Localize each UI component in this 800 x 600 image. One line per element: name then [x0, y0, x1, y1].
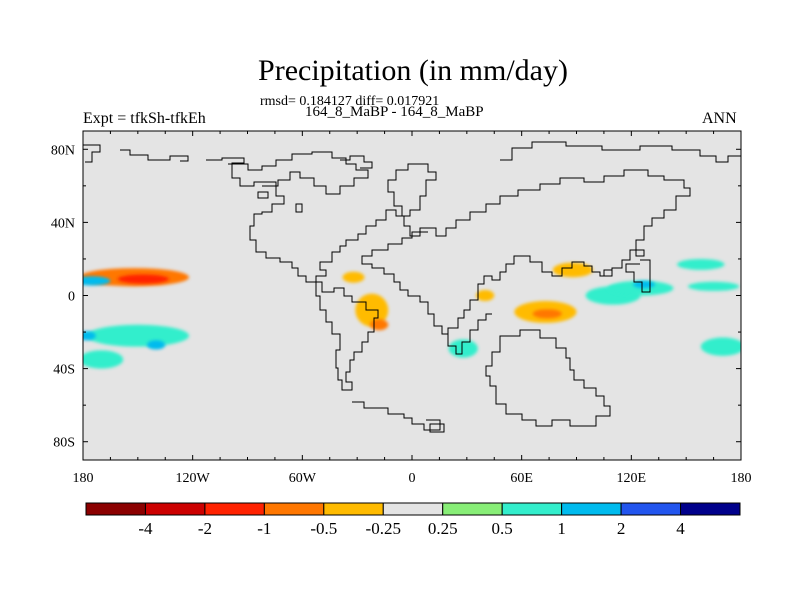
x-tick-label-1: 120W [176, 471, 211, 486]
colorbar-label-4: -0.25 [366, 519, 401, 538]
anomaly-7 [342, 271, 365, 283]
colorbar-label-2: -1 [257, 519, 271, 538]
anomaly-6 [83, 331, 96, 341]
x-tick-label-3: 0 [409, 471, 416, 486]
coastline-siberia-north [500, 141, 741, 163]
anomaly-16 [607, 280, 674, 296]
stats-line: rmsd= 0.184127 diff= 0.017921 [260, 94, 440, 109]
colorbar: -4 -2 -1 -0.5 -0.25 0.25 0.5 1 2 4 [85, 502, 741, 538]
chart-title: Precipitation (in mm/day) [258, 54, 568, 87]
x-tick-label-4: 60E [510, 471, 533, 486]
coastline-africa-south [442, 313, 492, 355]
anomaly-9 [369, 319, 389, 331]
colorbar-swatch-2 [204, 502, 265, 516]
anomaly-2 [83, 276, 111, 286]
coastline-arctic-islands [228, 151, 373, 213]
y-tick-label-4: 80S [53, 436, 75, 451]
coastline-southern-fragments [352, 401, 445, 433]
anomaly-14 [552, 262, 593, 278]
colorbar-label-9: 4 [676, 519, 685, 538]
colorbar-label-1: -2 [198, 519, 212, 538]
coastline-eurasia-africa [361, 169, 691, 335]
colorbar-label-8: 2 [617, 519, 626, 538]
anomaly-1 [117, 274, 169, 284]
anomaly-4 [83, 350, 124, 369]
coastline-australia [485, 329, 611, 427]
colorbar-label-0: -4 [138, 519, 153, 538]
season-label: ANN [702, 110, 737, 127]
colorbar-swatch-6 [442, 502, 503, 516]
x-tick-label-6: 180 [731, 471, 752, 486]
coastline-south-america [315, 281, 379, 391]
anomaly-18 [677, 258, 725, 270]
y-tick-label-1: 40N [51, 216, 75, 231]
anomaly-3 [86, 324, 190, 347]
y-tick-label-2: 0 [68, 290, 75, 305]
coastline-north-america [83, 144, 428, 283]
anomaly-layer [83, 258, 741, 369]
colorbar-swatch-4 [323, 502, 384, 516]
colorbar-swatch-3 [263, 502, 325, 516]
colorbar-swatch-5 [382, 502, 444, 516]
x-tick-label-0: 180 [73, 471, 94, 486]
colorbar-swatch-1 [144, 502, 206, 516]
anomaly-5 [146, 340, 166, 350]
axes-layer: 180 120W 60W 0 60E 120E 180 80N 40N 0 40S 80S [51, 131, 752, 486]
case-label: 164_8_MaBP - 164_8_MaBP [305, 104, 484, 120]
colorbar-swatch-8 [561, 502, 622, 516]
colorbar-swatch-7 [501, 502, 563, 516]
colorbar-label-6: 0.5 [492, 519, 513, 538]
colorbar-swatch-10 [680, 502, 741, 516]
anomaly-13 [532, 309, 562, 319]
colorbar-label-5: 0.25 [428, 519, 458, 538]
coastline-layer [83, 141, 741, 433]
anomaly-19 [687, 281, 740, 291]
anomaly-11 [475, 290, 495, 301]
anomaly-20 [700, 337, 741, 356]
colorbar-swatch-0 [85, 502, 146, 516]
coastline-maritime-continent [603, 249, 651, 293]
x-tick-label-2: 60W [289, 471, 317, 486]
x-tick-label-5: 120E [617, 471, 647, 486]
coastline-greenland [387, 163, 437, 217]
colorbar-label-3: -0.5 [310, 519, 337, 538]
y-tick-label-3: 40S [53, 363, 75, 378]
y-tick-label-0: 80N [51, 143, 75, 158]
colorbar-swatch-9 [620, 502, 682, 516]
colorbar-label-7: 1 [557, 519, 566, 538]
experiment-label: Expt = tfkSh-tfkEh [83, 110, 206, 127]
